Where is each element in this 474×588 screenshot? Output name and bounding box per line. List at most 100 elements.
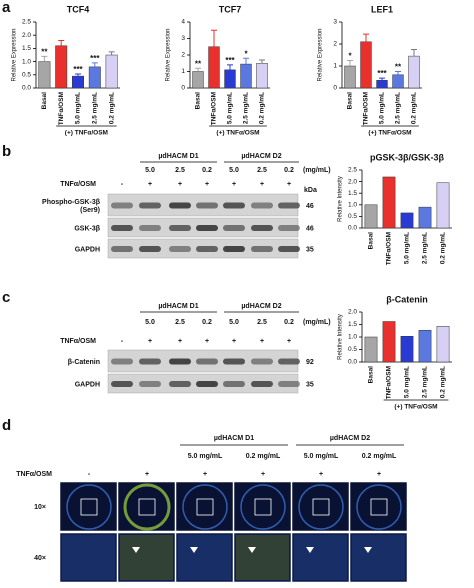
bar xyxy=(55,45,68,89)
bar xyxy=(72,75,84,89)
y-tick-label: 0.0 xyxy=(348,225,357,232)
treatment-label: TNFα/OSM xyxy=(16,471,52,478)
bar xyxy=(105,54,118,89)
treatment-sign: + xyxy=(205,181,209,188)
y-tick-label: 0.5 xyxy=(348,213,357,220)
significance: *** xyxy=(225,56,235,65)
panel-label: d xyxy=(2,417,11,434)
treatment-sign: + xyxy=(319,471,323,478)
zoom-box xyxy=(196,498,214,516)
y-tick-label: 4 xyxy=(181,19,185,26)
tissue xyxy=(294,535,347,580)
blot-band xyxy=(278,381,300,387)
y-tick-label: 2.5 xyxy=(22,19,31,26)
treatment-sign: - xyxy=(121,338,124,345)
bar xyxy=(436,326,450,363)
blot-band xyxy=(169,246,191,252)
treatment-sign: + xyxy=(145,471,149,478)
dose: 2.5 xyxy=(257,319,267,326)
y-tick-label: 2.5 xyxy=(348,167,357,174)
micrograph xyxy=(175,481,234,532)
tissue xyxy=(240,484,286,530)
y-tick-label: 3 xyxy=(333,19,337,26)
treatment-sign: + xyxy=(178,338,182,345)
panel-label: a xyxy=(2,0,11,16)
error-bar xyxy=(259,59,265,64)
blot-band xyxy=(251,358,273,365)
row-label: GSK-3β xyxy=(74,225,100,232)
micrograph xyxy=(291,481,350,532)
dose: 5.0 mg/mL xyxy=(304,453,339,460)
error-bar xyxy=(108,51,115,55)
treatment-sign: + xyxy=(232,338,236,345)
blot-band xyxy=(111,225,133,231)
micrograph xyxy=(117,481,176,532)
kda-value: 35 xyxy=(306,381,314,388)
x-tick-label: 2.5 mg/mL xyxy=(422,366,429,398)
blot-band xyxy=(111,246,133,252)
bar xyxy=(376,80,388,89)
significance: ** xyxy=(41,47,48,56)
y-tick-label: 0.5 xyxy=(348,346,357,353)
blot-band xyxy=(111,202,133,209)
x-tick-label: 2.5 mg/mL xyxy=(92,92,99,124)
y-tick-label: 2.0 xyxy=(22,32,31,39)
x-tick-label: 0.2 mg/mL xyxy=(259,92,266,124)
row-label: β-Catenin xyxy=(68,359,100,366)
kda-value: 46 xyxy=(306,203,314,210)
group-name: µdHACM D1 xyxy=(158,153,198,160)
blot-band xyxy=(278,202,300,209)
dose: 2.5 xyxy=(175,167,185,174)
blot-band xyxy=(169,358,191,365)
error-bar xyxy=(227,64,233,70)
x-tick-label: Basal xyxy=(368,366,375,384)
dose: 5.0 xyxy=(145,167,155,174)
group-name: µdHACM D1 xyxy=(214,435,254,442)
x-tick-label: 0.2 mg/mL xyxy=(440,232,447,264)
y-axis-label: Relative Expression xyxy=(12,28,18,81)
tissue xyxy=(298,484,344,530)
row-label: GAPDH xyxy=(75,381,100,388)
x-tick-label: Basal xyxy=(347,92,354,110)
bar xyxy=(382,176,396,229)
bar xyxy=(400,336,414,363)
blot-band xyxy=(169,225,191,231)
significance: ** xyxy=(395,63,402,72)
bar xyxy=(436,182,450,229)
group-label: (+) TNFα/OSM xyxy=(65,130,108,137)
significance: ** xyxy=(195,59,202,68)
x-tick-label: Basal xyxy=(195,92,202,110)
micrograph xyxy=(233,481,292,532)
dose: 5.0 xyxy=(229,167,239,174)
group-label: (+) TNFα/OSM xyxy=(368,130,411,137)
zoom-box xyxy=(312,498,330,516)
tissue xyxy=(352,535,405,580)
bar xyxy=(400,212,414,229)
arrowhead xyxy=(132,547,140,553)
kda-value: 35 xyxy=(306,246,314,253)
error-bar xyxy=(411,49,417,57)
dose: 0.2 xyxy=(202,167,212,174)
bar xyxy=(392,74,404,89)
blot-band xyxy=(196,381,218,387)
y-tick-label: 1.0 xyxy=(348,202,357,209)
y-axis-label: Relative Expression xyxy=(166,28,172,81)
treatment-sign: + xyxy=(260,181,264,188)
error-bar xyxy=(41,55,48,62)
group-label: (+) TNFα/OSM xyxy=(394,404,437,411)
chart-title: β-Catenin xyxy=(386,294,428,304)
x-tick-label: Basal xyxy=(368,232,375,250)
zoom-box xyxy=(138,498,156,516)
x-tick-label: TNFα/OSM xyxy=(58,92,65,125)
zoom-box xyxy=(80,498,98,516)
tissue xyxy=(62,535,115,580)
y-tick-label: 2.0 xyxy=(348,178,357,185)
dose: 5.0 mg/mL xyxy=(188,453,223,460)
tissue xyxy=(123,483,171,531)
treatment-sign: + xyxy=(260,338,264,345)
arrowhead xyxy=(306,547,314,553)
y-tick-label: 2 xyxy=(333,41,337,48)
y-tick-label: 1.5 xyxy=(348,190,357,197)
treatment-label: TNFα/OSM xyxy=(60,338,96,345)
x-tick-label: 2.5 mg/mL xyxy=(243,92,250,124)
